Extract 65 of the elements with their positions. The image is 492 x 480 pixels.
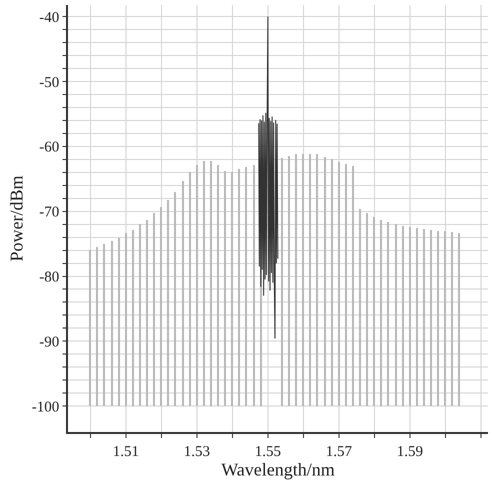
bar (96, 247, 98, 406)
bar (324, 157, 326, 406)
y-tick-label: -50 (39, 74, 60, 91)
bar (253, 165, 255, 406)
bar (409, 227, 411, 406)
bar (288, 156, 290, 406)
bar (231, 172, 233, 406)
bar (146, 220, 148, 406)
x-tick-label: 1.57 (326, 444, 353, 460)
bar (210, 161, 212, 406)
bar (132, 230, 134, 406)
bar (451, 232, 453, 406)
line-series (258, 16, 278, 340)
y-tick-label: -80 (39, 270, 60, 286)
bar (423, 229, 425, 406)
bar (103, 244, 105, 406)
bar (295, 154, 297, 406)
bar (380, 220, 382, 406)
bar (217, 165, 219, 406)
bar (167, 200, 169, 406)
bar (316, 154, 318, 406)
y-tick-label: -70 (39, 204, 60, 221)
bar (437, 231, 439, 406)
bar (458, 233, 460, 406)
bar (331, 159, 333, 406)
bar (338, 162, 340, 406)
x-axis-title: Wavelength/nm (221, 460, 335, 480)
bar (352, 166, 354, 406)
bar (302, 154, 304, 406)
x-tick-label: 1.53 (184, 444, 210, 460)
bar (182, 181, 184, 406)
bar (387, 222, 389, 406)
x-tick-label: 1.59 (396, 444, 424, 460)
bar (89, 250, 91, 406)
bar (430, 230, 432, 406)
bar (238, 169, 240, 406)
x-tick-label: 1.55 (254, 444, 282, 460)
y-axis-title: Power/dBm (6, 175, 26, 262)
bar (281, 158, 283, 406)
bar (111, 241, 113, 406)
bar (395, 224, 397, 406)
bar (174, 192, 176, 406)
bar (359, 209, 361, 406)
bar (189, 172, 191, 406)
bar (345, 164, 347, 406)
y-tick-label: -40 (39, 10, 60, 26)
bar (373, 217, 375, 406)
bar (444, 231, 446, 406)
bar (245, 167, 247, 406)
bar (125, 233, 127, 406)
bar (366, 213, 368, 406)
bar (118, 238, 120, 406)
bar (416, 228, 418, 406)
bar (153, 213, 155, 406)
bar (402, 226, 404, 406)
bar (196, 165, 198, 406)
y-tick-label: -90 (39, 334, 60, 350)
bar (139, 224, 141, 406)
bar (203, 161, 205, 406)
y-tick-label: -100 (32, 399, 60, 416)
bar (224, 171, 226, 406)
bar (309, 154, 311, 406)
y-tick-label: -60 (39, 140, 60, 156)
x-tick-label: 1.51 (112, 444, 139, 460)
bar (160, 207, 162, 406)
